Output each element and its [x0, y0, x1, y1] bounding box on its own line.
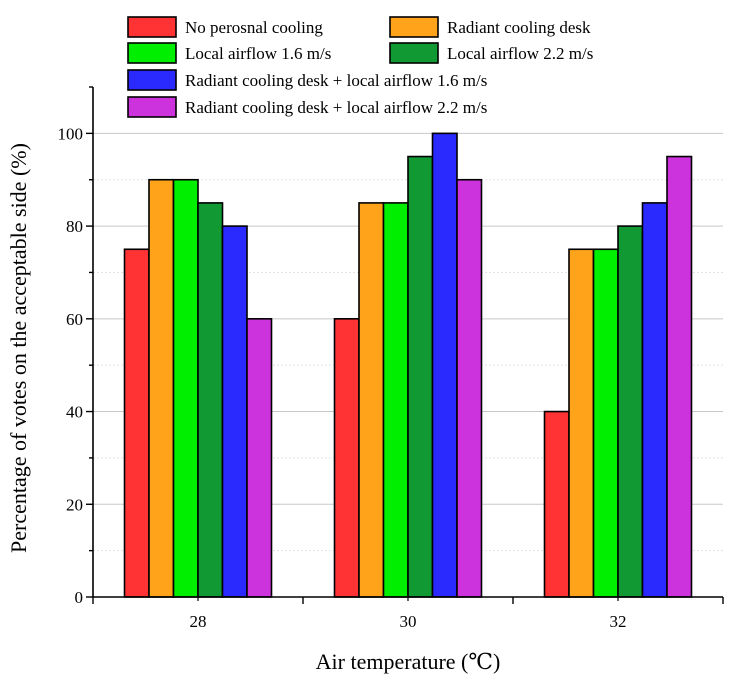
bar: [382, 202, 409, 598]
bar: [568, 248, 595, 598]
tick-labels: 0 20 40 60 80 100 28 30 32: [58, 124, 627, 631]
bar: [333, 318, 360, 598]
bar: [148, 178, 175, 598]
legend-swatch: [127, 69, 177, 91]
y-tick-label: 60: [66, 310, 83, 329]
bar: [172, 178, 199, 598]
bar: [221, 225, 248, 598]
y-tick-label: 100: [58, 124, 84, 143]
legend: No perosnal cooling Radiant cooling desk L…: [127, 16, 593, 118]
x-axis-label: Air temperature (℃): [316, 649, 501, 674]
legend-label: Radiant cooling desk + local airflow 2.2…: [185, 98, 487, 117]
x-tick-label: 28: [190, 612, 207, 631]
legend-label: Radiant cooling desk: [447, 18, 591, 37]
legend-swatch: [389, 16, 439, 38]
axes: [86, 86, 724, 604]
bar: [431, 132, 458, 598]
bars: [123, 132, 693, 598]
y-tick-label: 40: [66, 403, 83, 422]
bar: [246, 318, 273, 598]
x-tick-label: 30: [400, 612, 417, 631]
y-tick-label: 80: [66, 217, 83, 236]
legend-item: Local airflow 2.2 m/s: [389, 42, 593, 64]
bar: [666, 155, 693, 598]
legend-item: No perosnal cooling: [127, 16, 323, 38]
legend-label: Radiant cooling desk + local airflow 1.6…: [185, 71, 487, 90]
bar: [197, 202, 224, 598]
legend-label: No perosnal cooling: [185, 18, 323, 37]
bar: [592, 248, 619, 598]
legend-label: Local airflow 1.6 m/s: [185, 44, 331, 63]
bar: [123, 248, 150, 598]
bar: [617, 225, 644, 598]
legend-item: Radiant cooling desk + local airflow 2.2…: [127, 96, 487, 118]
bar: [641, 202, 668, 598]
legend-label: Local airflow 2.2 m/s: [447, 44, 593, 63]
y-tick-label: 20: [66, 495, 83, 514]
legend-item: Radiant cooling desk + local airflow 1.6…: [127, 69, 487, 91]
legend-swatch: [389, 42, 439, 64]
x-tick-label: 32: [610, 612, 627, 631]
legend-swatch: [127, 96, 177, 118]
legend-swatch: [127, 42, 177, 64]
y-tick-label: 0: [75, 588, 84, 607]
y-axis-label: Percentage of votes on the acceptable si…: [6, 143, 31, 553]
legend-swatch: [127, 16, 177, 38]
bar: [456, 178, 483, 598]
bar: [407, 155, 434, 598]
bar: [543, 410, 570, 598]
bar: [358, 202, 385, 598]
legend-item: Local airflow 1.6 m/s: [127, 42, 331, 64]
legend-item: Radiant cooling desk: [389, 16, 591, 38]
